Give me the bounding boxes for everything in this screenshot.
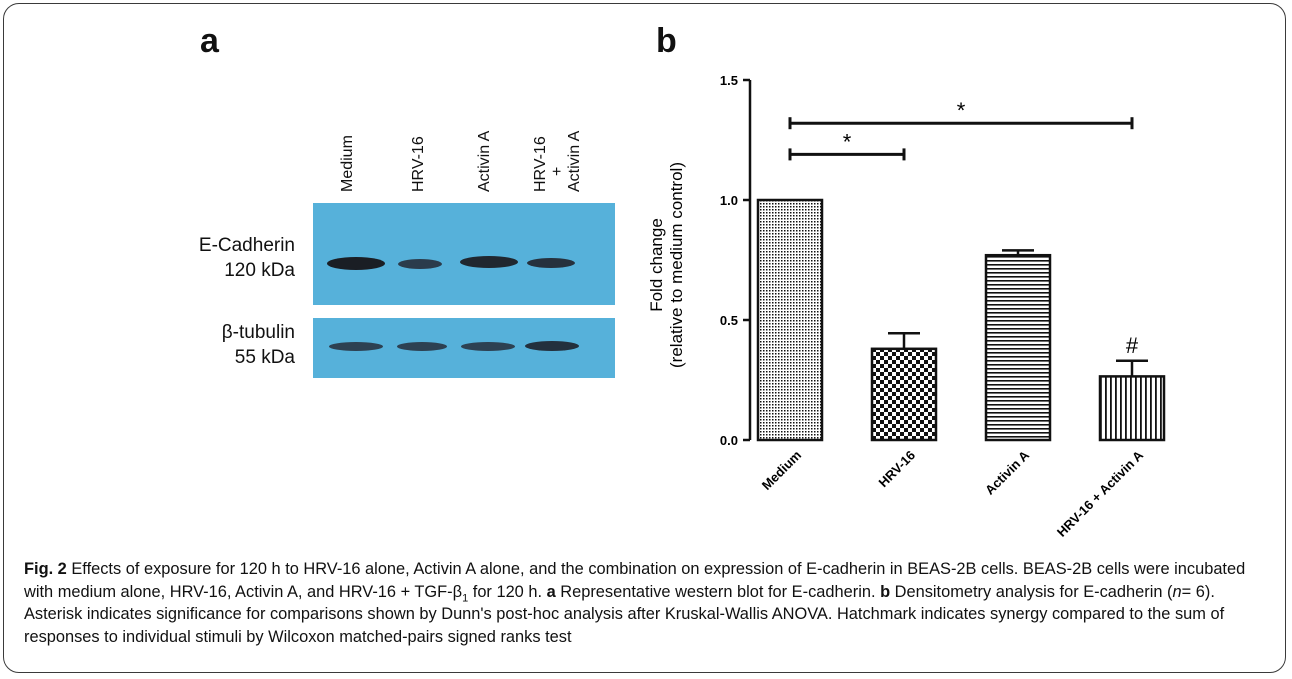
caption-tgf-subscript: 1 bbox=[462, 591, 469, 604]
band-e-cadherin-hrv16 bbox=[398, 259, 442, 269]
band-e-cadherin-medium bbox=[327, 257, 385, 270]
lane-label-medium: Medium bbox=[339, 135, 356, 192]
y-axis-label-line2: (relative to medium control) bbox=[667, 162, 686, 368]
y-tick-label: 0.0 bbox=[720, 433, 738, 448]
bar-hrv-16-activin-a bbox=[1098, 375, 1166, 442]
band-tubulin-hrv16 bbox=[397, 342, 447, 351]
lane-label-activin-a: Activin A bbox=[476, 130, 493, 192]
band-e-cadherin-combo bbox=[527, 258, 575, 268]
band-tubulin-activin-a bbox=[461, 342, 515, 351]
panel-a-label: a bbox=[200, 22, 219, 60]
significance-symbol: * bbox=[843, 129, 852, 154]
bar-hrv-16 bbox=[870, 347, 938, 442]
y-tick-label: 1.5 bbox=[720, 73, 738, 88]
figure-caption: Fig. 2 Effects of exposure for 120 h to … bbox=[24, 558, 1274, 648]
significance-symbol: * bbox=[957, 98, 966, 123]
caption-b-text: Densitometry analysis for E-cadherin (n=… bbox=[24, 582, 1225, 646]
caption-methods-end: for 120 h. bbox=[472, 582, 543, 601]
bar-chart: Fold change (relative to medium control)… bbox=[647, 73, 1166, 540]
synergy-hatchmark: # bbox=[1126, 333, 1139, 358]
y-axis-label-line1: Fold change bbox=[647, 218, 666, 312]
blot-e-cadherin bbox=[313, 203, 615, 305]
band-e-cadherin-activin-a bbox=[460, 256, 518, 268]
blot-beta-tubulin bbox=[313, 318, 615, 378]
caption-a-label: a bbox=[546, 582, 556, 601]
figure-frame bbox=[3, 3, 1286, 673]
x-tick-label: Activin A bbox=[982, 447, 1033, 498]
y-tick-label: 0.5 bbox=[720, 313, 738, 328]
bar-activin-a bbox=[984, 253, 1052, 442]
caption-a-text: Representative western blot for E-cadher… bbox=[560, 582, 876, 601]
panel-b-label: b bbox=[656, 22, 677, 60]
band-tubulin-medium bbox=[329, 342, 383, 351]
band-tubulin-combo bbox=[525, 341, 579, 351]
lane-label-hrv16-activin-a: HRV-16 + Activin A bbox=[532, 130, 583, 192]
significance-bracket bbox=[788, 117, 1134, 130]
row-label-beta-tubulin: β-tubulin 55 kDa bbox=[221, 322, 295, 368]
lane-label-hrv16: HRV-16 bbox=[410, 136, 427, 192]
caption-title: Effects of exposure for 120 h to HRV-16 … bbox=[71, 560, 1019, 578]
x-tick-label: Medium bbox=[759, 448, 804, 493]
x-tick-label: HRV-16 + Activin A bbox=[1054, 447, 1147, 540]
y-tick-label: 1.0 bbox=[720, 193, 738, 208]
x-tick-label: HRV-16 bbox=[875, 448, 918, 491]
caption-methods: BEAS-2B cells were incubated with medium… bbox=[24, 560, 1246, 601]
caption-fig-label: Fig. 2 bbox=[24, 560, 67, 578]
row-label-e-cadherin: E-Cadherin 120 kDa bbox=[198, 235, 295, 281]
significance-bracket bbox=[788, 148, 906, 161]
bar-medium bbox=[756, 198, 824, 442]
caption-b-label: b bbox=[880, 582, 891, 601]
